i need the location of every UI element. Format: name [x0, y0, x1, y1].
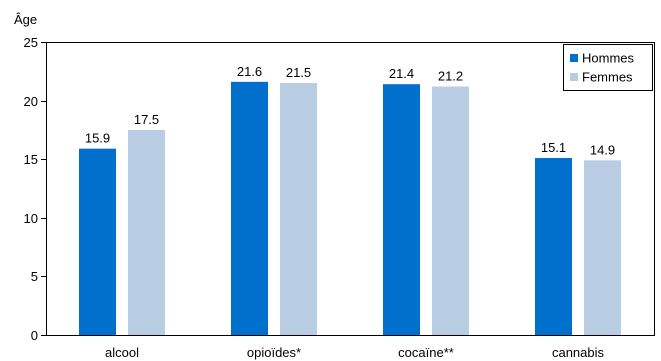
legend-swatch: [570, 54, 578, 62]
bar-femmes-1: [280, 83, 317, 336]
bar-femmes-2: [432, 86, 469, 335]
y-tick-label: 25: [24, 35, 38, 50]
plot-area-frame: [46, 42, 655, 336]
legend-box: [563, 44, 653, 91]
bar-hommes-2: [383, 84, 420, 335]
data-label: 17.5: [134, 112, 159, 127]
legend-label: Hommes: [582, 51, 635, 66]
data-label: 21.5: [286, 65, 311, 80]
y-tick-label: 20: [24, 94, 38, 109]
legend: Hommes Femmes: [563, 44, 653, 91]
y-axis-title: Âge: [14, 12, 37, 27]
bar-hommes-3: [535, 158, 572, 335]
data-label: 21.6: [237, 64, 262, 79]
bar-femmes-3: [584, 160, 621, 335]
y-tick-label: 15: [24, 152, 38, 167]
y-tick-label: 5: [31, 269, 38, 284]
y-axis-ticks: 0 5 10 15 20 25: [24, 35, 46, 343]
category-labels-group: alcool opioïdes* cocaïne** cannabis: [105, 345, 604, 360]
data-label: 14.9: [590, 142, 615, 157]
category-label: opioïdes*: [247, 345, 301, 360]
category-label: alcool: [105, 345, 139, 360]
y-tick-label: 10: [24, 211, 38, 226]
bar-femmes-0: [128, 129, 165, 335]
data-label: 15.1: [541, 140, 566, 155]
data-label: 21.2: [438, 69, 463, 84]
bar-hommes-1: [231, 81, 268, 336]
bars-group: [79, 81, 621, 336]
bar-hommes-0: [79, 148, 116, 335]
y-tick-label: 0: [31, 328, 38, 343]
legend-label: Femmes: [582, 70, 633, 85]
legend-swatch: [570, 73, 578, 81]
category-label: cocaïne**: [398, 345, 454, 360]
category-label: cannabis: [552, 345, 605, 360]
data-label: 21.4: [389, 66, 414, 81]
data-labels-group: 15.9 17.5 21.6 21.5 21.4 21.2 15.1 14.9: [85, 64, 615, 158]
data-label: 15.9: [85, 131, 110, 146]
